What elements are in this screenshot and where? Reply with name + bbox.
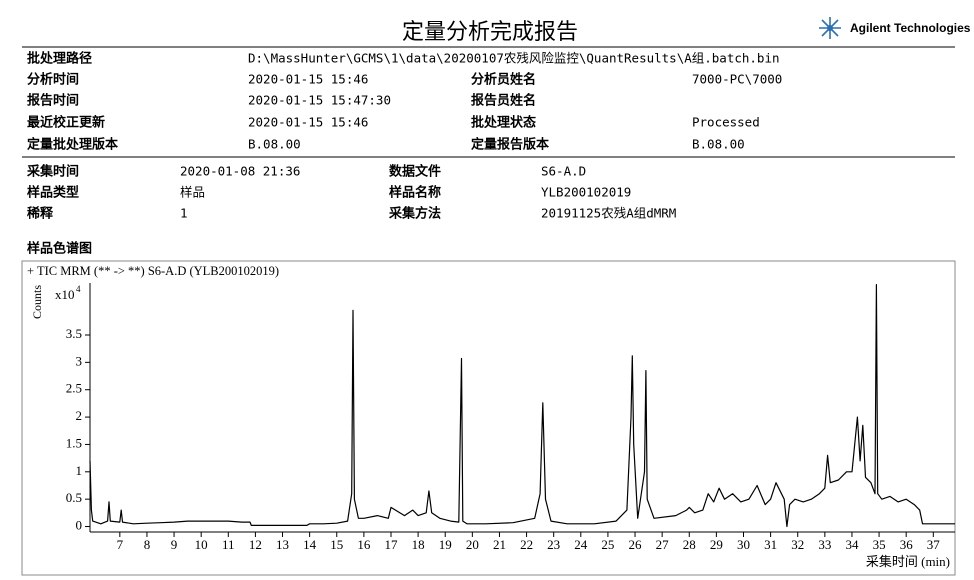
x-tick-label: 37 bbox=[927, 537, 941, 552]
logo-text: Agilent Technologies bbox=[850, 21, 971, 35]
y-tick-label: 3 bbox=[76, 353, 83, 368]
y-tick-label: 1.5 bbox=[66, 435, 82, 450]
section-title: 样品色谱图 bbox=[27, 241, 92, 257]
x-tick-label: 26 bbox=[629, 537, 643, 552]
y-axis-label: Counts bbox=[30, 285, 44, 319]
x-tick-label: 19 bbox=[439, 537, 452, 552]
y-tick-label: 0.5 bbox=[66, 490, 82, 505]
field-value: YLB200102019 bbox=[541, 185, 631, 200]
field-label: 最近校正更新 bbox=[27, 115, 105, 131]
x-tick-label: 35 bbox=[873, 537, 886, 552]
x-tick-label: 17 bbox=[384, 537, 398, 552]
field-label: 分析时间 bbox=[27, 72, 79, 88]
field-value: 20191125农残A组dMRM bbox=[541, 206, 676, 221]
x-tick-label: 24 bbox=[574, 537, 588, 552]
field-value: D:\MassHunter\GCMS\1\data\20200107农残风险监控… bbox=[248, 51, 780, 66]
x-tick-label: 22 bbox=[520, 537, 533, 552]
y-tick-label: 2 bbox=[76, 408, 83, 423]
field-label: 样品类型 bbox=[27, 185, 79, 201]
field-label: 定量批处理版本 bbox=[26, 137, 118, 153]
x-tick-label: 21 bbox=[493, 537, 506, 552]
x-tick-label: 12 bbox=[249, 537, 262, 552]
x-tick-label: 34 bbox=[845, 537, 859, 552]
x-tick-label: 11 bbox=[222, 537, 235, 552]
field-value: Processed bbox=[692, 115, 760, 130]
x-tick-label: 20 bbox=[466, 537, 479, 552]
x-tick-label: 7 bbox=[117, 537, 124, 552]
field-value: 2020-01-15 15:46 bbox=[248, 72, 368, 87]
field-label: 报告员姓名 bbox=[471, 93, 536, 109]
field-label: 数据文件 bbox=[389, 164, 441, 180]
y-tick-label: 3.5 bbox=[66, 326, 82, 341]
x-tick-label: 28 bbox=[683, 537, 696, 552]
field-label: 分析员姓名 bbox=[471, 72, 536, 88]
field-value: 2020-01-15 15:46 bbox=[248, 115, 368, 130]
chromatogram-line bbox=[89, 284, 955, 528]
x-tick-label: 23 bbox=[547, 537, 560, 552]
x-tick-label: 33 bbox=[818, 537, 831, 552]
field-label: 批处理路径 bbox=[27, 51, 92, 67]
chart-title: + TIC MRM (** -> **) S6-A.D (YLB20010201… bbox=[27, 264, 279, 278]
field-value: S6-A.D bbox=[541, 164, 586, 179]
x-tick-label: 13 bbox=[276, 537, 289, 552]
field-label: 定量报告版本 bbox=[470, 137, 549, 153]
field-label: 采集时间 bbox=[26, 164, 79, 180]
logo-dot bbox=[827, 25, 833, 31]
x-tick-label: 16 bbox=[357, 537, 371, 552]
field-label: 样品名称 bbox=[389, 185, 441, 201]
x-tick-label: 31 bbox=[764, 537, 777, 552]
x-tick-label: 8 bbox=[144, 537, 151, 552]
x-axis-label: 采集时间 (min) bbox=[866, 554, 950, 569]
field-label: 采集方法 bbox=[388, 206, 441, 222]
y-multiplier-exponent: 4 bbox=[76, 284, 81, 294]
x-tick-label: 9 bbox=[171, 537, 178, 552]
field-value: B.08.00 bbox=[248, 137, 301, 152]
x-tick-label: 15 bbox=[330, 537, 343, 552]
x-tick-label: 10 bbox=[195, 537, 208, 552]
chart-frame bbox=[21, 260, 956, 576]
x-tick-label: 25 bbox=[601, 537, 614, 552]
report-title: 定量分析完成报告 bbox=[402, 20, 578, 45]
x-tick-label: 14 bbox=[303, 537, 317, 552]
x-tick-label: 29 bbox=[710, 537, 723, 552]
field-value: B.08.00 bbox=[692, 137, 745, 152]
x-tick-label: 27 bbox=[656, 537, 670, 552]
x-tick-label: 32 bbox=[791, 537, 804, 552]
field-value: 2020-01-15 15:47:30 bbox=[248, 93, 391, 108]
field-label: 报告时间 bbox=[27, 93, 79, 109]
field-value: 样品 bbox=[180, 185, 205, 200]
field-value: 7000-PC\7000 bbox=[692, 72, 782, 87]
field-value: 2020-01-08 21:36 bbox=[180, 164, 300, 179]
field-label: 稀释 bbox=[27, 206, 54, 222]
y-tick-label: 0 bbox=[76, 518, 83, 533]
x-tick-label: 30 bbox=[737, 537, 750, 552]
field-value: 1 bbox=[180, 206, 188, 221]
x-tick-label: 18 bbox=[412, 537, 425, 552]
y-multiplier: x10 bbox=[55, 287, 75, 302]
y-tick-label: 1 bbox=[76, 463, 83, 478]
x-tick-label: 36 bbox=[900, 537, 914, 552]
y-tick-label: 2.5 bbox=[66, 381, 82, 396]
field-label: 批处理状态 bbox=[471, 115, 536, 131]
